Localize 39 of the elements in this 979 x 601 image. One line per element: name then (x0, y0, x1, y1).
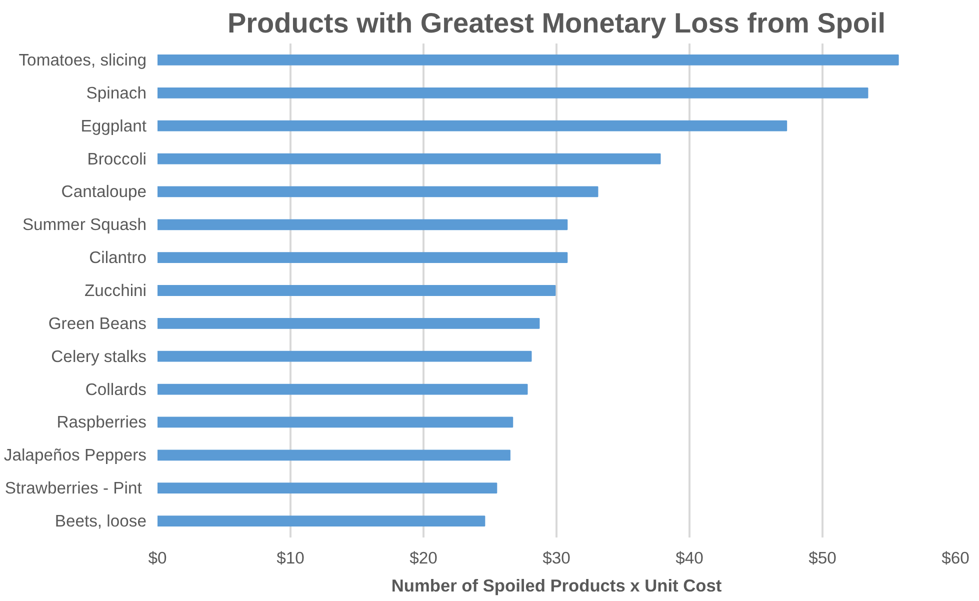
y-tick-label: Green Beans (48, 314, 147, 333)
x-tick-label: $20 (410, 548, 438, 568)
bar (158, 252, 568, 264)
bar (158, 120, 788, 132)
bar (158, 416, 514, 428)
bar (158, 186, 598, 198)
bar (158, 153, 661, 164)
y-tick-label: Beets, loose (54, 512, 147, 531)
y-tick-label: Raspberries (56, 412, 146, 432)
bar (158, 450, 510, 461)
y-tick-label: Zucchini (84, 281, 147, 300)
bar (158, 219, 568, 230)
y-tick-label: Celery stalks (51, 346, 147, 366)
x-tick-label: $30 (542, 548, 570, 568)
x-tick-label: $50 (808, 548, 836, 568)
y-tick-label: Cilantro (89, 248, 147, 268)
bar (158, 87, 868, 98)
x-axis-title: Number of Spoiled Products x Unit Cost (391, 576, 722, 596)
x-tick-label: $40 (676, 548, 704, 568)
bar (158, 516, 486, 526)
y-tick-label: Jalapeños Peppers (4, 446, 147, 465)
y-tick-label: Cantaloupe (61, 182, 147, 202)
y-tick-label: Eggplant (80, 116, 147, 136)
x-tick-label: $0 (148, 548, 167, 568)
bar (158, 350, 532, 362)
bar (158, 318, 540, 329)
chart-title: Products with Greatest Monetary Loss from Spoil (227, 8, 886, 38)
bar (158, 482, 498, 494)
bar (158, 285, 556, 296)
y-tick-label: Collards (85, 380, 147, 399)
x-tick-label: $60 (942, 548, 970, 568)
y-tick-label: Spinach (86, 83, 147, 102)
y-tick-label: Tomatoes, slicing (18, 50, 147, 70)
x-tick-label: $10 (276, 548, 304, 568)
bar (158, 384, 528, 395)
y-tick-label: Broccoli (87, 149, 147, 168)
bar (158, 54, 899, 66)
y-tick-label: Strawberries - Pint (4, 478, 142, 498)
y-tick-label: Summer Squash (22, 215, 147, 234)
